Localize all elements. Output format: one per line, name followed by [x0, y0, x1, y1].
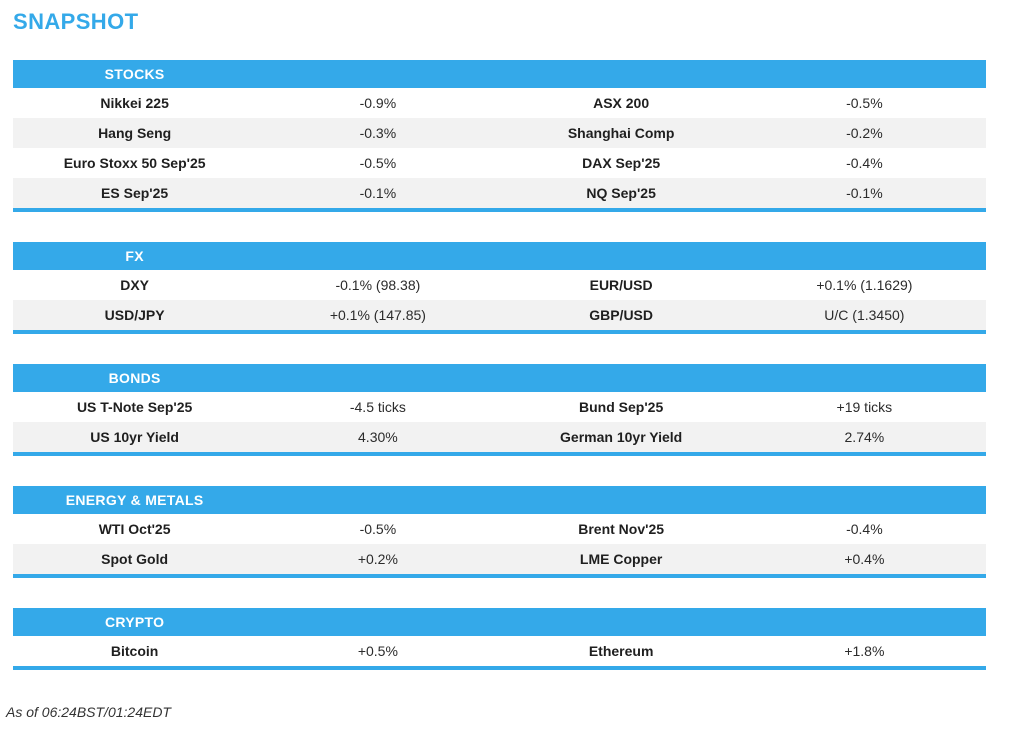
instrument-value: 4.30%	[358, 429, 398, 445]
instrument-value: 2.74%	[844, 429, 885, 445]
table-row: Spot Gold +0.2% LME Copper +0.4%	[13, 544, 986, 574]
section-header-bar: STOCKS	[13, 60, 986, 88]
instrument-label: Nikkei 225	[100, 95, 169, 111]
instrument-label: Brent Nov'25	[578, 521, 665, 537]
table-row: US 10yr Yield 4.30% German 10yr Yield 2.…	[13, 422, 986, 452]
section-header-label: FX	[125, 248, 144, 264]
instrument-label: ASX 200	[593, 95, 650, 111]
instrument-value: -0.5%	[359, 155, 397, 171]
instrument-label: Bund Sep'25	[579, 399, 664, 415]
section-body: DXY -0.1% (98.38) EUR/USD +0.1% (1.1629)…	[13, 270, 986, 330]
table-row: Bitcoin +0.5% Ethereum +1.8%	[13, 636, 986, 666]
instrument-label: WTI Oct'25	[98, 521, 171, 537]
instrument-value: +0.1% (1.1629)	[816, 277, 913, 293]
section-body: Bitcoin +0.5% Ethereum +1.8%	[13, 636, 986, 666]
table-row: ES Sep'25 -0.1% NQ Sep'25 -0.1%	[13, 178, 986, 208]
instrument-value: -0.1%	[846, 185, 883, 201]
page-title: SNAPSHOT	[13, 9, 139, 34]
instrument-label: ES Sep'25	[101, 185, 169, 201]
instrument-value: +1.8%	[844, 643, 885, 659]
section-fx: FX DXY -0.1% (98.38) EUR/USD +0.1% (1.16…	[13, 242, 986, 334]
instrument-value: -0.5%	[359, 521, 397, 537]
table-row: Nikkei 225 -0.9% ASX 200 -0.5%	[13, 88, 986, 118]
instrument-value: -0.3%	[359, 125, 397, 141]
instrument-label: GBP/USD	[589, 307, 654, 323]
instrument-label: Spot Gold	[101, 551, 169, 567]
section-header-label: ENERGY & METALS	[65, 492, 204, 508]
section-body: WTI Oct'25 -0.5% Brent Nov'25 -0.4% Spot…	[13, 514, 986, 574]
section-header-bar: ENERGY & METALS	[13, 486, 986, 514]
instrument-value: +0.1% (147.85)	[329, 307, 426, 323]
section-header-bar: CRYPTO	[13, 608, 986, 636]
instrument-label: EUR/USD	[589, 277, 653, 293]
section-header-bar: FX	[13, 242, 986, 270]
table-row: WTI Oct'25 -0.5% Brent Nov'25 -0.4%	[13, 514, 986, 544]
instrument-value: +0.5%	[357, 643, 398, 659]
instrument-label: German 10yr Yield	[560, 429, 683, 445]
timestamp-note: As of 06:24BST/01:24EDT	[6, 704, 171, 720]
table-row: DXY -0.1% (98.38) EUR/USD +0.1% (1.1629)	[13, 270, 986, 300]
section-energy-metals: ENERGY & METALS WTI Oct'25 -0.5% Brent N…	[13, 486, 986, 578]
instrument-value: -0.5%	[846, 95, 883, 111]
instrument-label: Hang Seng	[98, 125, 172, 141]
instrument-label: US T-Note Sep'25	[76, 399, 193, 415]
instrument-label: US 10yr Yield	[90, 429, 179, 445]
instrument-value: -0.4%	[846, 521, 883, 537]
section-header-label: CRYPTO	[104, 614, 165, 630]
instrument-value: +0.2%	[357, 551, 398, 567]
section-crypto: CRYPTO Bitcoin +0.5% Ethereum +1.8%	[13, 608, 986, 670]
section-header-label: BONDS	[108, 370, 161, 386]
instrument-label: Euro Stoxx 50 Sep'25	[63, 155, 206, 171]
table-row: Hang Seng -0.3% Shanghai Comp -0.2%	[13, 118, 986, 148]
section-body: US T-Note Sep'25 -4.5 ticks Bund Sep'25 …	[13, 392, 986, 452]
instrument-label: Shanghai Comp	[567, 125, 675, 141]
instrument-value: +19 ticks	[836, 399, 893, 415]
instrument-label: USD/JPY	[104, 307, 165, 323]
instrument-label: LME Copper	[579, 551, 663, 567]
instrument-value: +0.4%	[844, 551, 885, 567]
instrument-value: -4.5 ticks	[349, 399, 406, 415]
instrument-value: U/C (1.3450)	[824, 307, 905, 323]
instrument-label: DXY	[120, 277, 150, 293]
instrument-value: -0.9%	[359, 95, 397, 111]
instrument-label: DAX Sep'25	[582, 155, 661, 171]
instrument-value: -0.1% (98.38)	[335, 277, 421, 293]
section-header-bar: BONDS	[13, 364, 986, 392]
section-bonds: BONDS US T-Note Sep'25 -4.5 ticks Bund S…	[13, 364, 986, 456]
instrument-value: -0.4%	[846, 155, 883, 171]
instrument-value: -0.2%	[846, 125, 883, 141]
section-stocks: STOCKS Nikkei 225 -0.9% ASX 200 -0.5% Ha…	[13, 60, 986, 212]
instrument-label: Ethereum	[588, 643, 654, 659]
section-header-label: STOCKS	[104, 66, 165, 82]
table-row: USD/JPY +0.1% (147.85) GBP/USD U/C (1.34…	[13, 300, 986, 330]
table-row: Euro Stoxx 50 Sep'25 -0.5% DAX Sep'25 -0…	[13, 148, 986, 178]
instrument-label: Bitcoin	[110, 643, 159, 659]
instrument-value: -0.1%	[359, 185, 397, 201]
section-body: Nikkei 225 -0.9% ASX 200 -0.5% Hang Seng…	[13, 88, 986, 208]
instrument-label: NQ Sep'25	[586, 185, 656, 201]
table-row: US T-Note Sep'25 -4.5 ticks Bund Sep'25 …	[13, 392, 986, 422]
